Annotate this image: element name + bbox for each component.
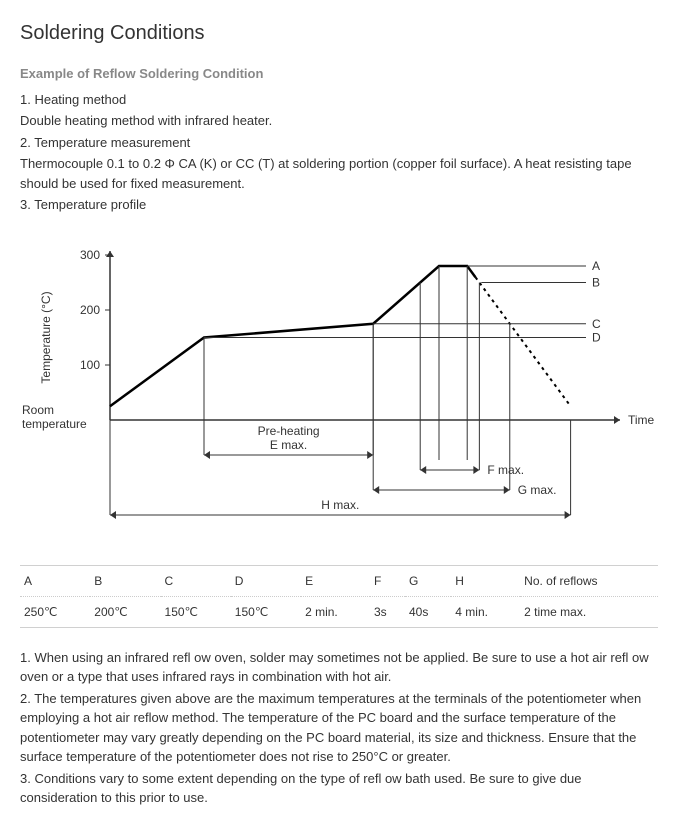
svg-text:C: C [592, 316, 601, 330]
note-line: 3. Conditions vary to some extent depend… [20, 769, 658, 808]
note-line: 2. The temperatures given above are the … [20, 689, 658, 767]
table-cell: 150℃ [161, 596, 231, 627]
svg-text:temperature: temperature [22, 417, 87, 431]
table-header: E [301, 565, 370, 596]
svg-text:Room: Room [22, 403, 54, 417]
svg-text:Time (s): Time (s) [628, 413, 658, 427]
svg-text:300: 300 [80, 248, 100, 262]
svg-text:B: B [592, 275, 600, 289]
table-header: G [405, 565, 451, 596]
table-cell: 3s [370, 596, 405, 627]
table-header-row: A B C D E F G H No. of reflows [20, 565, 658, 596]
intro-line: 3. Temperature profile [20, 195, 658, 215]
svg-text:H max.: H max. [321, 498, 359, 512]
table-header: A [20, 565, 90, 596]
section-subheading: Example of Reflow Soldering Condition [20, 64, 658, 84]
intro-line: Thermocouple 0.1 to 0.2 Φ CA (K) or CC (… [20, 154, 658, 193]
table-cell: 150℃ [231, 596, 301, 627]
table-cell: 40s [405, 596, 451, 627]
table-header: B [90, 565, 160, 596]
parameters-table: A B C D E F G H No. of reflows 250℃ 200℃… [20, 565, 658, 628]
table-cell: 200℃ [90, 596, 160, 627]
svg-text:E max.: E max. [270, 438, 307, 452]
table-header: No. of reflows [520, 565, 658, 596]
note-line: 1. When using an infrared refl ow oven, … [20, 648, 658, 687]
svg-text:100: 100 [80, 358, 100, 372]
table-cell: 4 min. [451, 596, 520, 627]
notes-block: 1. When using an infrared refl ow oven, … [20, 648, 658, 808]
temperature-profile-chart: 100 200 300 Temperature (°C) Roomtemperature… [20, 245, 658, 545]
page-title: Soldering Conditions [20, 18, 658, 48]
table-header: D [231, 565, 301, 596]
table-header: C [161, 565, 231, 596]
svg-text:G max.: G max. [518, 483, 557, 497]
table-header: F [370, 565, 405, 596]
intro-block: 1. Heating method Double heating method … [20, 90, 658, 215]
table-cell: 250℃ [20, 596, 90, 627]
table-value-row: 250℃ 200℃ 150℃ 150℃ 2 min. 3s 40s 4 min.… [20, 596, 658, 627]
table-header: H [451, 565, 520, 596]
svg-text:A: A [592, 259, 600, 273]
intro-line: 1. Heating method [20, 90, 658, 110]
table-cell: 2 min. [301, 596, 370, 627]
table-cell: 2 time max. [520, 596, 658, 627]
svg-text:Temperature (°C): Temperature (°C) [39, 291, 53, 383]
svg-text:F max.: F max. [487, 463, 524, 477]
intro-line: Double heating method with infrared heat… [20, 111, 658, 131]
intro-line: 2. Temperature measurement [20, 133, 658, 153]
svg-text:Pre-heating: Pre-heating [258, 424, 320, 438]
svg-text:200: 200 [80, 303, 100, 317]
svg-text:D: D [592, 330, 601, 344]
